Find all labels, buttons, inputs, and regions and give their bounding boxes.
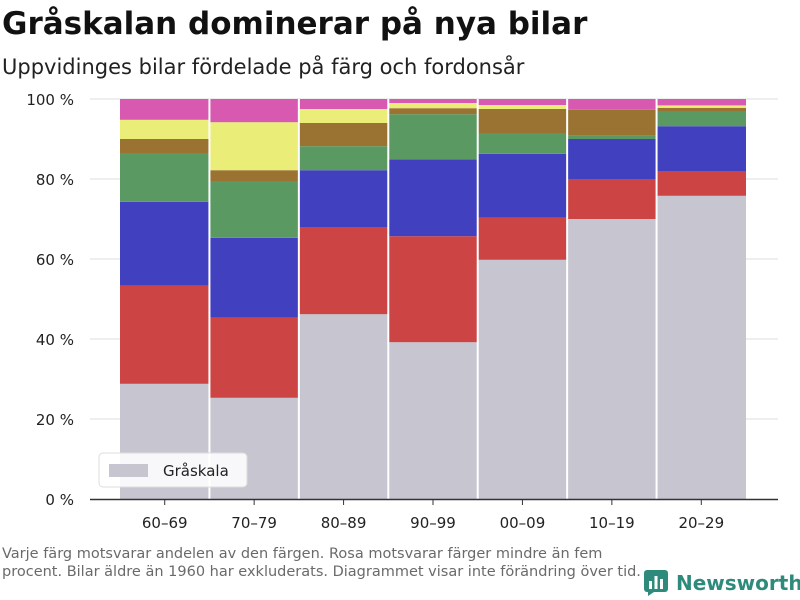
bar-segment [477,259,568,499]
bar-segment [388,236,478,343]
brand-logo: Newsworthy [644,568,800,598]
bar-segment [298,123,389,147]
bar-segment [477,105,568,109]
axis-layer: 0 % 20 % 40 % 60 % 80 % 100 % 60–69 70–79 80–89 9… [26,91,778,532]
legend-swatch [109,464,148,477]
bar-segment [477,133,568,154]
bar-segment [298,99,389,109]
y-tick-label: 0 % [45,491,74,509]
bar-segment [298,109,389,123]
bar-segment [656,107,746,111]
x-tick-label: 20–29 [678,514,724,532]
bar-segment [388,103,478,109]
bar-segment [120,99,210,120]
x-tick-label: 70–79 [231,514,277,532]
bar-segment [209,181,299,238]
x-tick-label: 60–69 [142,514,188,532]
brand-name: Newsworthy [676,571,800,595]
bar-segment [120,153,210,202]
footnote: Varje färg motsvarar andelen av den färg… [2,546,641,580]
bar-segment [656,126,746,171]
y-tick-label: 100 % [26,91,74,109]
bars-layer [120,99,746,500]
bar-chart-logo-icon [644,570,668,596]
legend: Gråskala [98,452,248,488]
x-tick-label: 00–09 [500,514,546,532]
bar-segment [120,285,210,384]
bar-segment [656,111,746,127]
bar-segment [120,139,210,153]
x-tick-label: 80–89 [321,514,367,532]
bar-segment [209,237,299,318]
x-tick-label: 10–19 [589,514,635,532]
y-tick-label: 60 % [36,251,74,269]
y-tick-label: 20 % [36,411,74,429]
bar-segment [209,170,299,181]
bar-segment [388,114,478,160]
legend-box [98,452,248,488]
bar-segment [298,146,389,171]
bar-segment [477,217,568,260]
bar-segment [567,139,657,179]
bar-segment [567,135,657,139]
bar-segment [656,195,746,500]
chart-title: Gråskalan dominerar på nya bilar [2,6,588,42]
bar-segment [209,317,299,398]
bar-segment [388,108,478,115]
bar-segment [120,201,210,286]
bar-segment [567,219,657,499]
bar-segment [388,99,478,103]
bar-segment [477,99,568,105]
bar-segment [209,99,299,123]
bar-segment [567,99,657,110]
bar-segment [298,170,389,227]
legend-label: Gråskala [163,462,229,480]
bar-segment [477,109,568,133]
bar-segment [209,122,299,171]
bar-segment [656,105,746,108]
bar-segment [388,159,478,237]
bar-segment [120,119,210,139]
bar-segment [567,179,657,219]
bar-segment [567,109,657,136]
bar-segment [298,227,389,315]
y-tick-label: 40 % [36,331,74,349]
y-tick-label: 80 % [36,171,74,189]
bar-segment [298,314,389,499]
chart-subtitle: Uppvidinges bilar fördelade på färg och … [2,55,525,79]
bar-segment [656,99,746,106]
bar-segment [656,171,746,196]
x-tick-label: 90–99 [410,514,456,532]
bar-segment [388,342,478,499]
bar-segment [477,153,568,218]
